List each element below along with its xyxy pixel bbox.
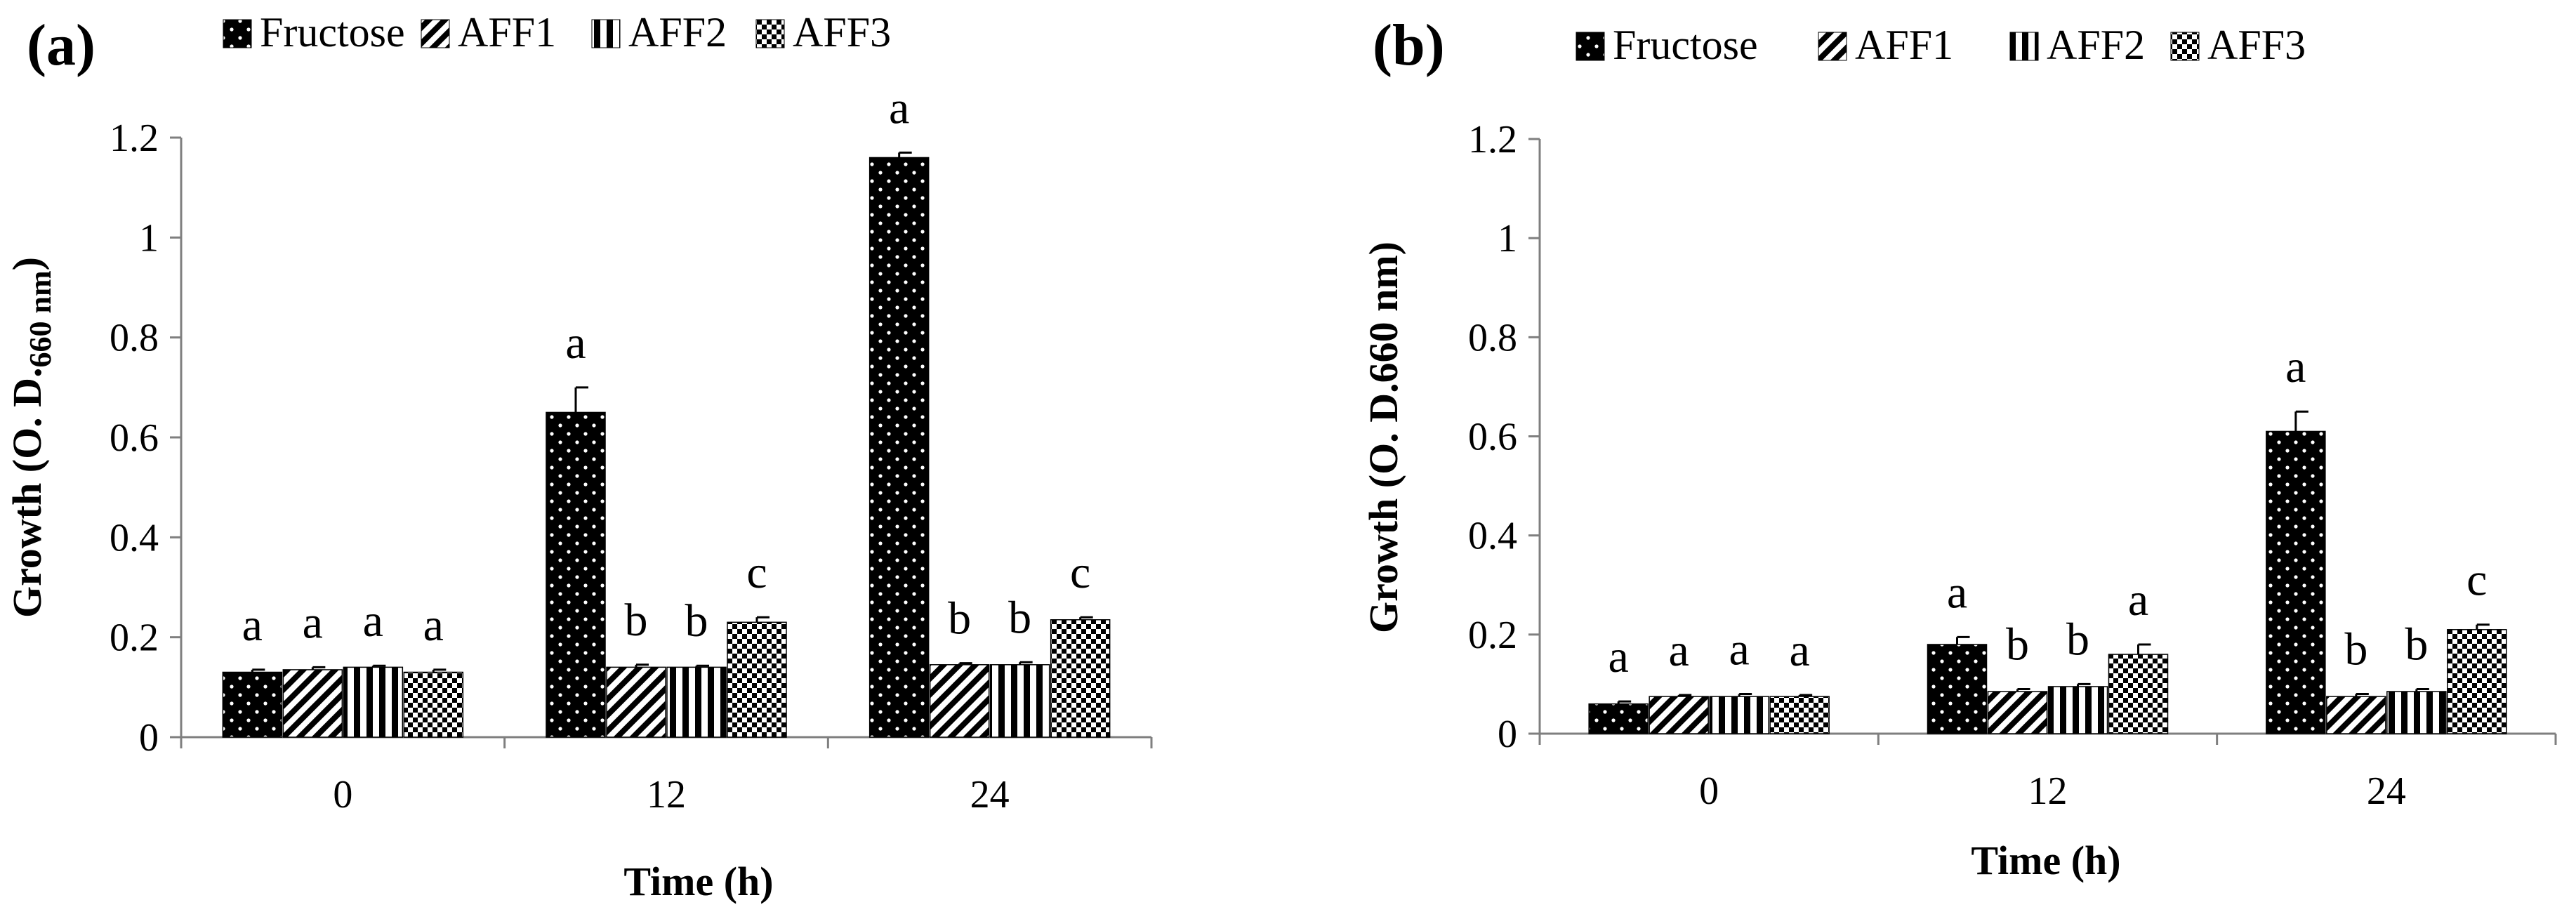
significance-label: a — [565, 317, 586, 369]
legend-label-aff3: AFF3 — [2207, 22, 2306, 68]
significance-label: a — [1947, 567, 1967, 618]
x-axis-title: Time (h) — [623, 859, 773, 904]
y-tick-label: 1 — [139, 216, 159, 260]
y-tick-label: 0.2 — [110, 616, 159, 660]
bar-aff1-t24 — [2326, 696, 2386, 734]
y-tick-label: 1.2 — [1468, 118, 1517, 161]
x-tick-label: 12 — [647, 773, 686, 816]
bar-aff1-t24 — [929, 664, 990, 738]
legend-label-aff3: AFF3 — [793, 9, 891, 55]
x-tick-label: 24 — [2367, 769, 2406, 813]
legend-swatch-aff2 — [591, 19, 621, 48]
y-tick-label: 0.8 — [110, 317, 159, 360]
panel-a-chart: (a) Fructose AFF1 AFF2 AFF3 0 0.2 0.4 0.6 0.8 1 1.2… — [4, 9, 1153, 904]
bar-aff1-t12 — [606, 666, 666, 738]
significance-label: b — [2066, 614, 2089, 665]
significance-label: b — [625, 595, 648, 646]
legend-label-aff1: AFF1 — [1855, 22, 1953, 68]
x-tick-label: 12 — [2028, 769, 2068, 813]
bar-fructose-t24 — [868, 157, 930, 738]
y-axis-title: Growth (O. D.660 nm) — [4, 257, 58, 618]
y-tick-label: 1.2 — [110, 117, 159, 160]
bar-fructose-t0 — [222, 671, 283, 738]
bar-aff3-t24 — [2447, 629, 2507, 734]
significance-label: c — [1070, 547, 1090, 598]
bar-aff2-t0 — [1709, 696, 1769, 734]
significance-label: b — [2006, 619, 2029, 670]
bar-aff2-t24 — [2386, 691, 2447, 734]
significance-label: a — [363, 595, 383, 647]
x-tick-label: 0 — [1699, 769, 1719, 813]
significance-label: c — [746, 547, 767, 598]
bar-aff1-t12 — [1987, 691, 2048, 734]
y-tick-label: 0 — [1498, 713, 1517, 756]
y-tick-label: 0.6 — [110, 416, 159, 460]
y-axis-title-main: Growth (O. D. — [4, 367, 50, 618]
significance-label: b — [2344, 624, 2367, 675]
y-tick-label: 0.8 — [1468, 316, 1517, 359]
bar-fructose-t12 — [546, 411, 606, 738]
significance-label: b — [685, 595, 708, 647]
bar-aff1-t0 — [282, 669, 343, 738]
significance-label: a — [242, 600, 263, 651]
significance-label: a — [2285, 341, 2306, 392]
bar-fructose-t12 — [1927, 644, 1988, 734]
bar-aff3-t24 — [1050, 619, 1111, 738]
y-tick-label: 0 — [139, 716, 159, 760]
significance-label: a — [1729, 624, 1750, 675]
panel-label: (a) — [27, 13, 95, 78]
bar-aff1-t0 — [1649, 696, 1709, 734]
legend-label-fructose: Fructose — [260, 9, 405, 55]
bar-aff2-t24 — [989, 664, 1050, 738]
y-tick-label: 0.2 — [1468, 614, 1517, 657]
significance-label: a — [303, 597, 323, 648]
legend-swatch-aff1 — [421, 19, 450, 48]
panel-b-chart: (b) Fructose AFF1 AFF2 AFF3 0 0.2 0.4 0.6 0.8 1 1.2… — [1361, 13, 2557, 883]
y-axis-title-subscript: 660 nm — [23, 270, 58, 367]
y-tick-label: 1 — [1498, 217, 1517, 260]
y-tick-label: 0.4 — [1468, 515, 1517, 558]
bar-fructose-t0 — [1588, 703, 1649, 734]
legend-swatch-aff3 — [2170, 32, 2200, 61]
x-tick-label: 0 — [333, 773, 352, 816]
bar-aff3-t12 — [2108, 654, 2169, 734]
legend-swatch-fructose — [223, 19, 252, 48]
legend-label-aff1: AFF1 — [458, 9, 556, 55]
x-axis-title: Time (h) — [1971, 838, 2120, 883]
bar-aff2-t0 — [343, 666, 404, 738]
legend-swatch-fructose — [1576, 32, 1605, 61]
bar-aff2-t12 — [2047, 686, 2108, 734]
legend-swatch-aff1 — [1818, 32, 1847, 61]
y-tick-label: 0.4 — [110, 516, 159, 560]
significance-label: b — [948, 593, 971, 644]
significance-label: a — [2128, 574, 2148, 626]
bar-fructose-t24 — [2266, 430, 2326, 734]
significance-label: a — [1790, 625, 1810, 676]
y-tick-label: 0.6 — [1468, 416, 1517, 459]
bar-aff3-t12 — [727, 621, 787, 738]
significance-label: c — [2466, 555, 2487, 606]
significance-label: b — [2405, 619, 2428, 670]
significance-label: a — [1669, 625, 1689, 676]
legend-label-fructose: Fructose — [1613, 22, 1758, 68]
significance-label: a — [1609, 631, 1629, 682]
legend-swatch-aff2 — [2009, 32, 2039, 61]
bar-aff3-t0 — [1769, 696, 1830, 734]
y-axis-title-close: ) — [4, 257, 50, 270]
legend-label-aff2: AFF2 — [2047, 22, 2145, 68]
legend-swatch-aff3 — [755, 19, 785, 48]
significance-label: a — [889, 82, 909, 133]
y-axis-title: Growth (O. D.660 nm) — [1361, 242, 1406, 633]
x-tick-label: 24 — [970, 773, 1010, 816]
panel-label: (b) — [1373, 13, 1445, 78]
legend-label-aff2: AFF2 — [628, 9, 727, 55]
significance-label: b — [1008, 592, 1031, 643]
significance-label: a — [423, 600, 444, 651]
bar-aff3-t0 — [403, 671, 464, 738]
bar-aff2-t12 — [666, 666, 727, 738]
